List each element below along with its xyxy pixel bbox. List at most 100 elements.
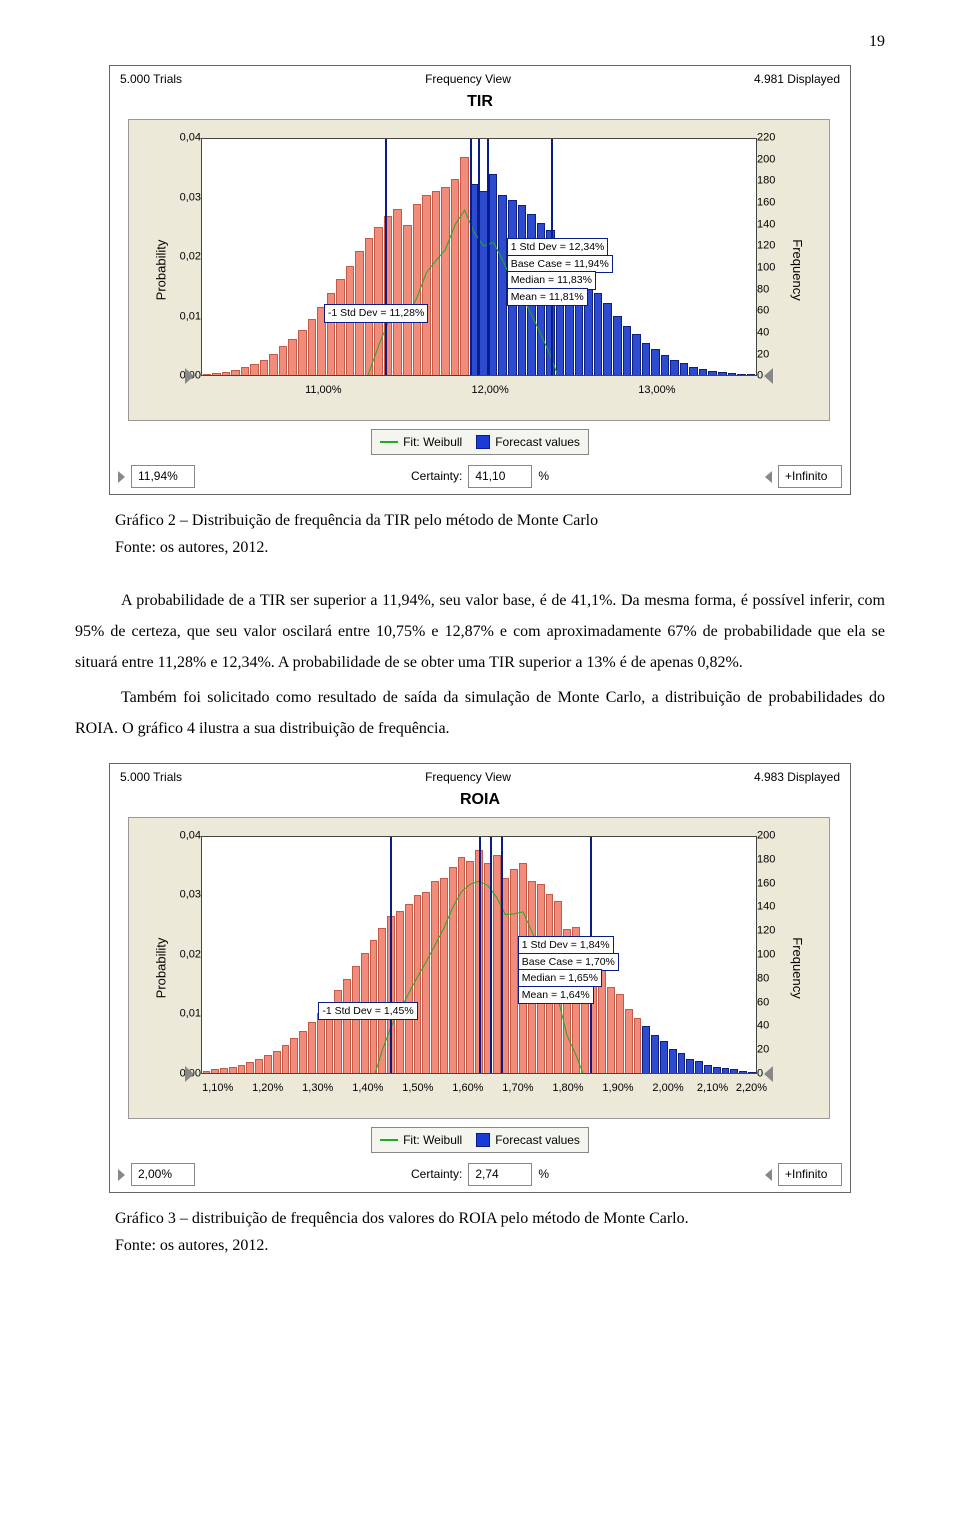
x-tick: 1,80% bbox=[552, 1080, 583, 1097]
y-tick-right: 20 bbox=[757, 346, 769, 363]
histogram-bar bbox=[422, 892, 430, 1073]
left-bound-field[interactable]: 2,00% bbox=[131, 1163, 195, 1186]
arrow-left-icon[interactable] bbox=[765, 471, 772, 483]
histogram-bar bbox=[651, 349, 660, 375]
histogram-bar bbox=[623, 326, 632, 375]
y-tick-left: 0,01 bbox=[180, 308, 201, 325]
x-tick: 2,00% bbox=[652, 1080, 683, 1097]
histogram-bar bbox=[460, 157, 469, 375]
histogram-bar bbox=[634, 1018, 642, 1073]
right-bound-field[interactable]: +Infinito bbox=[778, 1163, 842, 1186]
histogram-bar bbox=[493, 855, 501, 1073]
chart2-caption: Gráfico 3 – distribuição de frequência d… bbox=[115, 1207, 885, 1232]
x-tick: 2,10% bbox=[697, 1080, 728, 1097]
histogram-bar bbox=[730, 1069, 738, 1073]
histogram-bar bbox=[260, 360, 269, 375]
histogram-bar bbox=[607, 987, 615, 1073]
histogram-bar bbox=[431, 881, 439, 1073]
left-range-handle[interactable] bbox=[185, 1066, 194, 1082]
y-tick-left: 0,02 bbox=[180, 249, 201, 266]
chart-annotation: Mean = 1,64% bbox=[518, 986, 594, 1004]
histogram-bar bbox=[441, 187, 450, 375]
histogram-bar bbox=[728, 373, 737, 375]
x-tick: 1,50% bbox=[402, 1080, 433, 1097]
y-tick-right: 160 bbox=[757, 195, 775, 212]
y-tick-right: 100 bbox=[757, 946, 775, 963]
histogram-bar bbox=[642, 343, 651, 375]
chart1-source: Fonte: os autores, 2012. bbox=[115, 536, 885, 561]
y-tick-right: 120 bbox=[757, 238, 775, 255]
page-number: 19 bbox=[75, 30, 885, 55]
y-tick-right: 120 bbox=[757, 923, 775, 940]
histogram-bar bbox=[403, 225, 412, 375]
chart2-source: Fonte: os autores, 2012. bbox=[115, 1234, 885, 1259]
left-bound-field[interactable]: 11,94% bbox=[131, 465, 195, 488]
right-range-handle[interactable] bbox=[764, 368, 773, 384]
histogram-bar bbox=[393, 209, 402, 375]
histogram-bar bbox=[695, 1061, 703, 1073]
right-bound-field[interactable]: +Infinito bbox=[778, 465, 842, 488]
chart1-caption: Gráfico 2 – Distribuição de frequência d… bbox=[115, 509, 885, 534]
y-tick-right: 60 bbox=[757, 994, 769, 1011]
paragraph-1: A probabilidade de a TIR ser superior a … bbox=[75, 585, 885, 679]
reference-line bbox=[490, 837, 492, 1073]
histogram-bar bbox=[708, 371, 717, 375]
y-tick-left: 0,02 bbox=[180, 946, 201, 963]
histogram-bar bbox=[678, 1053, 686, 1073]
arrow-right-icon[interactable] bbox=[118, 471, 125, 483]
y-tick-right: 20 bbox=[757, 1042, 769, 1059]
y-tick-right: 180 bbox=[757, 173, 775, 190]
y-tick-right: 220 bbox=[757, 130, 775, 147]
histogram-bar bbox=[616, 994, 624, 1073]
histogram-bar bbox=[722, 1068, 730, 1073]
histogram-bar bbox=[440, 878, 448, 1073]
body-text: A probabilidade de a TIR ser superior a … bbox=[75, 585, 885, 745]
histogram-bar bbox=[680, 363, 689, 375]
histogram-bar bbox=[255, 1059, 263, 1073]
reference-line bbox=[390, 837, 392, 1073]
certainty-field[interactable]: 2,74 bbox=[468, 1163, 532, 1186]
chart-legend: Fit: Weibull Forecast values bbox=[371, 429, 589, 456]
histogram-bar bbox=[739, 1071, 747, 1073]
certainty-field[interactable]: 41,10 bbox=[468, 465, 532, 488]
reference-line bbox=[487, 139, 489, 375]
histogram-bar bbox=[317, 1013, 325, 1073]
trials-label: 5.000 Trials bbox=[120, 768, 182, 787]
histogram-bar bbox=[222, 372, 231, 375]
histogram-bar bbox=[603, 303, 612, 375]
chart-annotation: Mean = 11,81% bbox=[507, 288, 588, 306]
right-range-handle[interactable] bbox=[764, 1066, 773, 1082]
histogram-bar bbox=[422, 195, 431, 375]
certainty-label: Certainty: bbox=[411, 1165, 462, 1184]
histogram-bar bbox=[203, 1071, 211, 1073]
arrow-left-icon[interactable] bbox=[765, 1169, 772, 1181]
displayed-label: 4.981 Displayed bbox=[754, 70, 840, 89]
legend-fit: Fit: Weibull bbox=[403, 1131, 462, 1150]
histogram-bar bbox=[669, 1049, 677, 1073]
histogram-bar bbox=[241, 367, 250, 376]
x-tick: 12,00% bbox=[471, 382, 508, 399]
histogram-bar bbox=[704, 1065, 712, 1073]
displayed-label: 4.983 Displayed bbox=[754, 768, 840, 787]
certainty-row: 2,00% Certainty: 2,74 % +Infinito bbox=[110, 1159, 850, 1192]
histogram-bar bbox=[308, 1022, 316, 1073]
histogram-bar bbox=[211, 1069, 219, 1073]
left-range-handle[interactable] bbox=[185, 368, 194, 384]
histogram-bar bbox=[212, 373, 221, 375]
histogram-bar bbox=[374, 227, 383, 375]
y-tick-left: 0,03 bbox=[180, 887, 201, 904]
chart-annotation: 1 Std Dev = 1,84% bbox=[518, 936, 614, 954]
arrow-right-icon[interactable] bbox=[118, 1169, 125, 1181]
y-tick-right: 140 bbox=[757, 216, 775, 233]
paragraph-2: Também foi solicitado como resultado de … bbox=[75, 682, 885, 744]
legend-fit: Fit: Weibull bbox=[403, 433, 462, 452]
histogram-bar bbox=[231, 370, 240, 375]
histogram-bar bbox=[264, 1055, 272, 1073]
histogram-bar bbox=[308, 319, 317, 375]
histogram-bar bbox=[250, 364, 259, 375]
chart-annotation: -1 Std Dev = 1,45% bbox=[318, 1002, 417, 1020]
y-tick-right: 200 bbox=[757, 151, 775, 168]
histogram-bar bbox=[288, 339, 297, 375]
y-tick-left: 0,04 bbox=[180, 130, 201, 147]
legend-forecast: Forecast values bbox=[495, 1131, 580, 1150]
